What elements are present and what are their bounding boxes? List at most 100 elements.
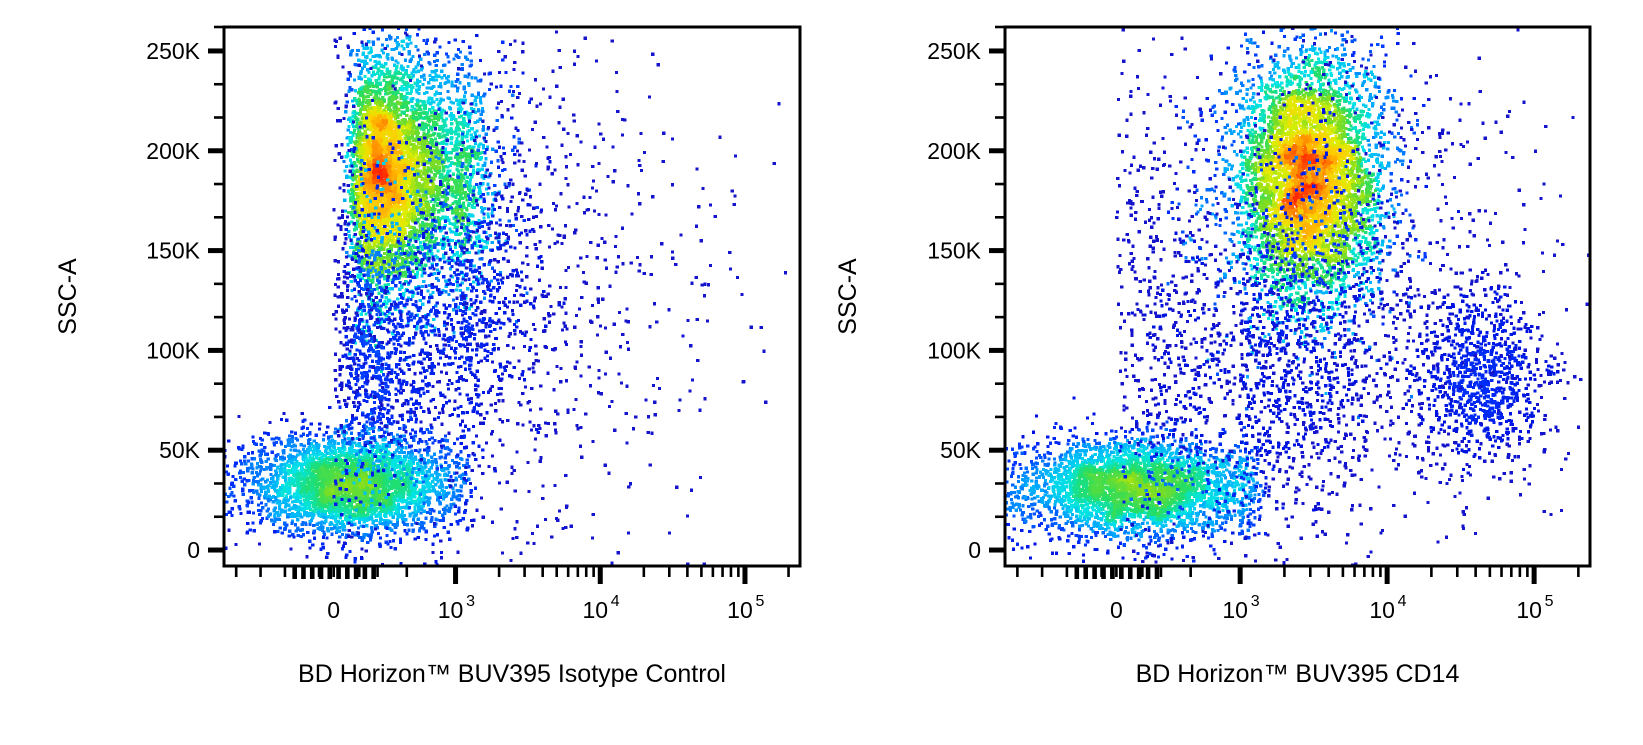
data-point bbox=[383, 147, 387, 151]
data-point bbox=[425, 187, 429, 191]
data-point bbox=[449, 141, 453, 145]
data-point bbox=[386, 87, 390, 91]
data-point bbox=[382, 98, 387, 103]
data-point bbox=[363, 212, 367, 216]
data-point bbox=[402, 47, 406, 51]
data-point bbox=[469, 137, 473, 141]
data-point bbox=[381, 256, 385, 260]
data-point bbox=[405, 224, 409, 228]
data-point bbox=[396, 183, 400, 188]
data-point bbox=[388, 236, 392, 240]
data-point bbox=[389, 255, 394, 259]
data-point bbox=[380, 43, 385, 47]
data-point bbox=[440, 116, 444, 120]
data-point bbox=[390, 208, 394, 212]
data-point bbox=[348, 352, 352, 356]
data-point bbox=[408, 214, 413, 218]
data-point bbox=[498, 218, 502, 222]
data-point bbox=[406, 179, 410, 183]
data-point bbox=[394, 175, 399, 179]
data-point bbox=[347, 124, 351, 129]
data-point bbox=[465, 160, 469, 164]
data-point bbox=[412, 137, 416, 141]
data-point bbox=[415, 33, 420, 37]
data-point bbox=[388, 232, 392, 237]
data-point bbox=[360, 169, 364, 173]
data-point bbox=[387, 199, 391, 203]
data-point bbox=[426, 52, 431, 56]
data-point bbox=[347, 89, 351, 93]
data-point bbox=[369, 174, 373, 179]
data-point bbox=[408, 205, 412, 209]
data-point bbox=[438, 190, 442, 195]
data-point bbox=[480, 238, 484, 242]
data-point bbox=[420, 266, 425, 270]
data-point bbox=[353, 182, 357, 187]
data-point bbox=[401, 132, 406, 136]
data-point bbox=[409, 89, 414, 93]
data-point bbox=[415, 131, 419, 135]
data-point bbox=[423, 170, 428, 175]
data-point bbox=[455, 173, 459, 177]
data-point bbox=[346, 128, 350, 132]
data-point bbox=[372, 146, 377, 150]
data-point bbox=[425, 238, 429, 242]
data-point bbox=[365, 198, 369, 202]
data-point bbox=[430, 110, 434, 114]
data-point bbox=[402, 172, 406, 176]
data-point bbox=[437, 197, 441, 201]
data-point bbox=[351, 215, 355, 219]
data-point bbox=[360, 126, 364, 130]
data-point bbox=[400, 105, 404, 109]
data-point bbox=[396, 100, 400, 104]
data-point bbox=[440, 69, 444, 73]
data-point bbox=[344, 110, 348, 114]
data-point bbox=[405, 249, 409, 253]
data-point bbox=[462, 212, 466, 216]
data-point bbox=[408, 202, 413, 206]
data-point bbox=[421, 302, 425, 306]
data-point bbox=[424, 125, 428, 130]
data-point bbox=[348, 86, 352, 90]
data-point bbox=[386, 259, 390, 264]
data-point bbox=[373, 235, 377, 239]
data-point bbox=[402, 192, 407, 196]
data-point bbox=[363, 245, 367, 249]
data-point bbox=[422, 169, 426, 173]
data-point bbox=[411, 206, 416, 211]
data-point bbox=[479, 113, 483, 117]
data-point bbox=[373, 186, 377, 190]
data-point bbox=[392, 130, 396, 134]
data-point bbox=[443, 147, 447, 151]
data-point bbox=[436, 215, 440, 220]
data-point bbox=[481, 247, 485, 251]
data-point bbox=[418, 154, 423, 158]
data-point bbox=[357, 191, 361, 196]
data-point bbox=[403, 228, 407, 232]
data-point bbox=[483, 240, 487, 244]
data-point bbox=[396, 42, 400, 47]
data-point bbox=[485, 241, 489, 245]
data-point bbox=[453, 209, 457, 213]
data-point bbox=[481, 245, 486, 249]
data-point bbox=[446, 165, 450, 169]
data-point bbox=[409, 255, 413, 260]
data-point bbox=[436, 103, 440, 107]
data-point bbox=[416, 69, 420, 73]
data-point bbox=[419, 57, 423, 61]
data-point bbox=[401, 121, 405, 125]
data-point bbox=[360, 309, 365, 313]
data-point bbox=[388, 184, 392, 188]
data-point bbox=[371, 144, 375, 148]
data-point bbox=[428, 77, 433, 82]
data-point bbox=[425, 90, 429, 95]
data-point bbox=[439, 158, 443, 162]
data-point bbox=[366, 125, 370, 129]
data-point bbox=[409, 254, 414, 258]
data-point bbox=[404, 253, 408, 258]
data-point bbox=[418, 79, 422, 83]
data-point bbox=[402, 98, 406, 102]
data-point bbox=[408, 231, 412, 235]
data-point bbox=[422, 240, 426, 244]
